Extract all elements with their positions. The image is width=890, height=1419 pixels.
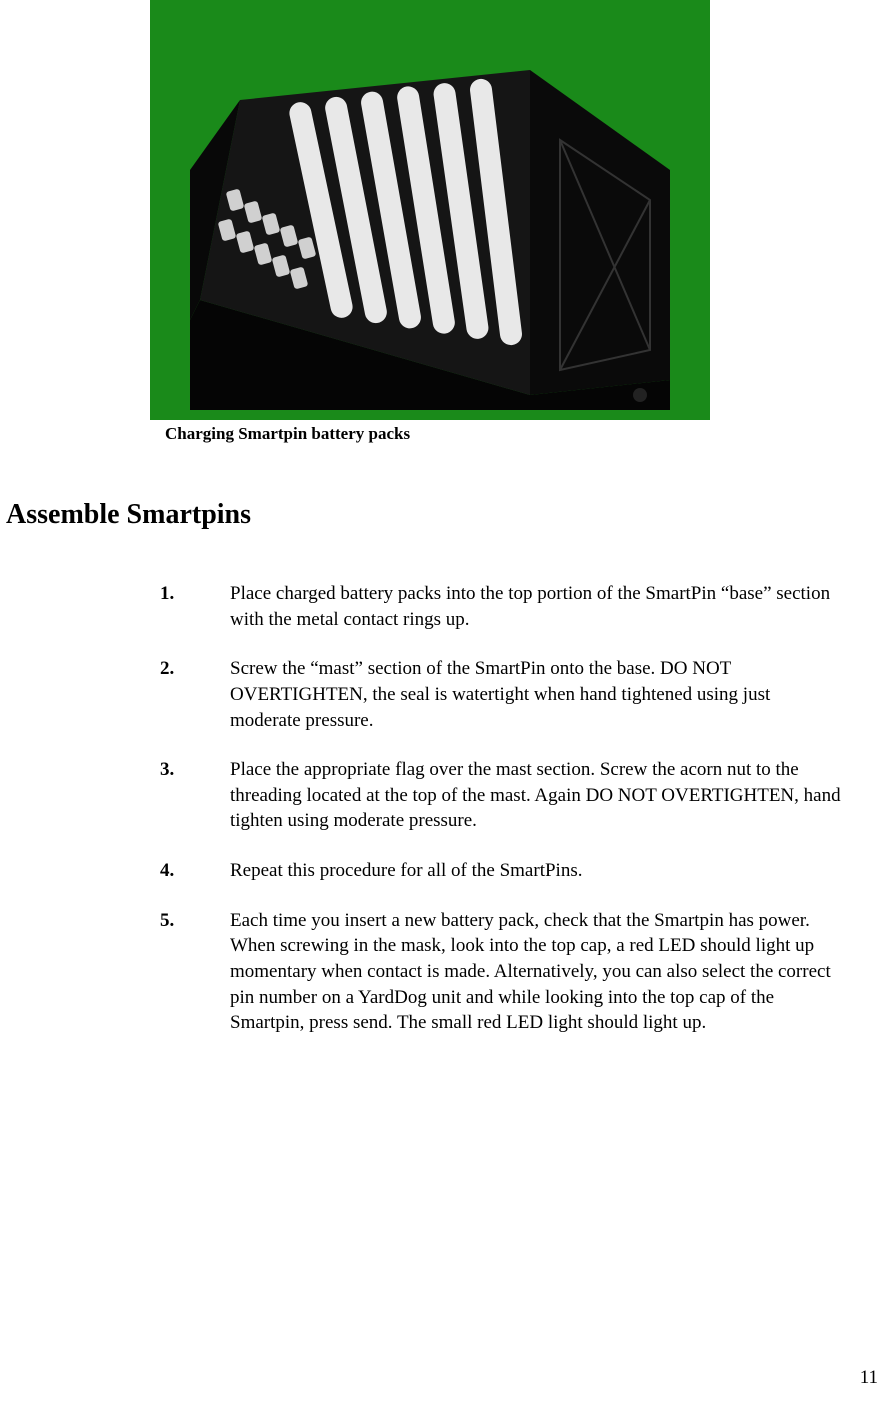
steps-list: 1. Place charged battery packs into the …: [160, 581, 845, 1036]
step-text: Repeat this procedure for all of the Sma…: [230, 858, 845, 884]
step-text: Place the appropriate flag over the mast…: [230, 757, 845, 834]
list-item: 1. Place charged battery packs into the …: [160, 581, 845, 632]
list-item: 4. Repeat this procedure for all of the …: [160, 858, 845, 884]
step-number: 2.: [160, 656, 230, 733]
step-text: Screw the “mast” section of the SmartPin…: [230, 656, 845, 733]
step-number: 4.: [160, 858, 230, 884]
list-item: 5. Each time you insert a new battery pa…: [160, 908, 845, 1036]
page-number: 11: [860, 1367, 878, 1389]
section-heading: Assemble Smartpins: [6, 499, 845, 531]
figure-caption: Charging Smartpin battery packs: [165, 424, 845, 444]
page-content: Charging Smartpin battery packs Assemble…: [0, 0, 890, 1036]
list-item: 2. Screw the “mast” section of the Smart…: [160, 656, 845, 733]
product-figure: [150, 0, 710, 420]
list-item: 3. Place the appropriate flag over the m…: [160, 757, 845, 834]
step-number: 1.: [160, 581, 230, 632]
step-number: 3.: [160, 757, 230, 834]
step-text: Each time you insert a new battery pack,…: [230, 908, 845, 1036]
figure-block: Charging Smartpin battery packs: [150, 0, 845, 444]
step-text: Place charged battery packs into the top…: [230, 581, 845, 632]
step-number: 5.: [160, 908, 230, 1036]
